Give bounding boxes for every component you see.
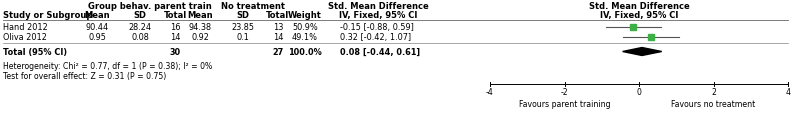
- Text: SD: SD: [237, 11, 250, 20]
- Text: Weight: Weight: [288, 11, 322, 20]
- Text: 14: 14: [170, 33, 180, 42]
- Text: IV, Fixed, 95% CI: IV, Fixed, 95% CI: [600, 11, 678, 20]
- Text: 28.24: 28.24: [129, 23, 151, 32]
- Text: 2: 2: [711, 88, 716, 97]
- Text: Test for overall effect: Z = 0.31 (P = 0.75): Test for overall effect: Z = 0.31 (P = 0…: [3, 72, 166, 81]
- Text: Favours no treatment: Favours no treatment: [671, 100, 756, 109]
- Text: 94.38: 94.38: [189, 23, 211, 32]
- Text: 13: 13: [273, 23, 283, 32]
- Text: 90.44: 90.44: [86, 23, 109, 32]
- Text: 23.85: 23.85: [231, 23, 254, 32]
- Text: Oliva 2012: Oliva 2012: [3, 33, 47, 42]
- Text: -0.15 [-0.88, 0.59]: -0.15 [-0.88, 0.59]: [340, 23, 414, 32]
- Text: Total: Total: [163, 11, 186, 20]
- Text: 0: 0: [637, 88, 642, 97]
- Text: Hand 2012: Hand 2012: [3, 23, 48, 32]
- Text: 0.08 [-0.44, 0.61]: 0.08 [-0.44, 0.61]: [340, 48, 420, 57]
- Text: Favours parent training: Favours parent training: [518, 100, 610, 109]
- Text: Group behav. parent train: Group behav. parent train: [88, 2, 212, 11]
- Text: Study or Subgroup: Study or Subgroup: [3, 11, 92, 20]
- Text: 0.95: 0.95: [88, 33, 106, 42]
- Text: SD: SD: [134, 11, 146, 20]
- Text: 30: 30: [170, 48, 181, 57]
- Text: Std. Mean Difference: Std. Mean Difference: [328, 2, 428, 11]
- Text: 27: 27: [272, 48, 284, 57]
- Text: No treatment: No treatment: [221, 2, 285, 11]
- Text: IV, Fixed, 95% CI: IV, Fixed, 95% CI: [339, 11, 417, 20]
- Text: Mean: Mean: [187, 11, 213, 20]
- Text: 0.32 [-0.42, 1.07]: 0.32 [-0.42, 1.07]: [340, 33, 411, 42]
- Text: -2: -2: [561, 88, 568, 97]
- Text: Mean: Mean: [84, 11, 110, 20]
- Text: Total: Total: [266, 11, 290, 20]
- Text: Std. Mean Difference: Std. Mean Difference: [589, 2, 690, 11]
- Text: Heterogeneity: Chi² = 0.77, df = 1 (P = 0.38); I² = 0%: Heterogeneity: Chi² = 0.77, df = 1 (P = …: [3, 62, 212, 71]
- Text: -4: -4: [486, 88, 494, 97]
- Text: 49.1%: 49.1%: [292, 33, 318, 42]
- Text: Total (95% CI): Total (95% CI): [3, 48, 67, 57]
- Text: 14: 14: [273, 33, 283, 42]
- Text: 0.1: 0.1: [237, 33, 250, 42]
- Text: 0.92: 0.92: [191, 33, 209, 42]
- Polygon shape: [622, 47, 662, 56]
- Text: 0.08: 0.08: [131, 33, 149, 42]
- Text: 50.9%: 50.9%: [292, 23, 318, 32]
- Text: 100.0%: 100.0%: [288, 48, 322, 57]
- Text: 16: 16: [170, 23, 180, 32]
- Text: 4: 4: [786, 88, 790, 97]
